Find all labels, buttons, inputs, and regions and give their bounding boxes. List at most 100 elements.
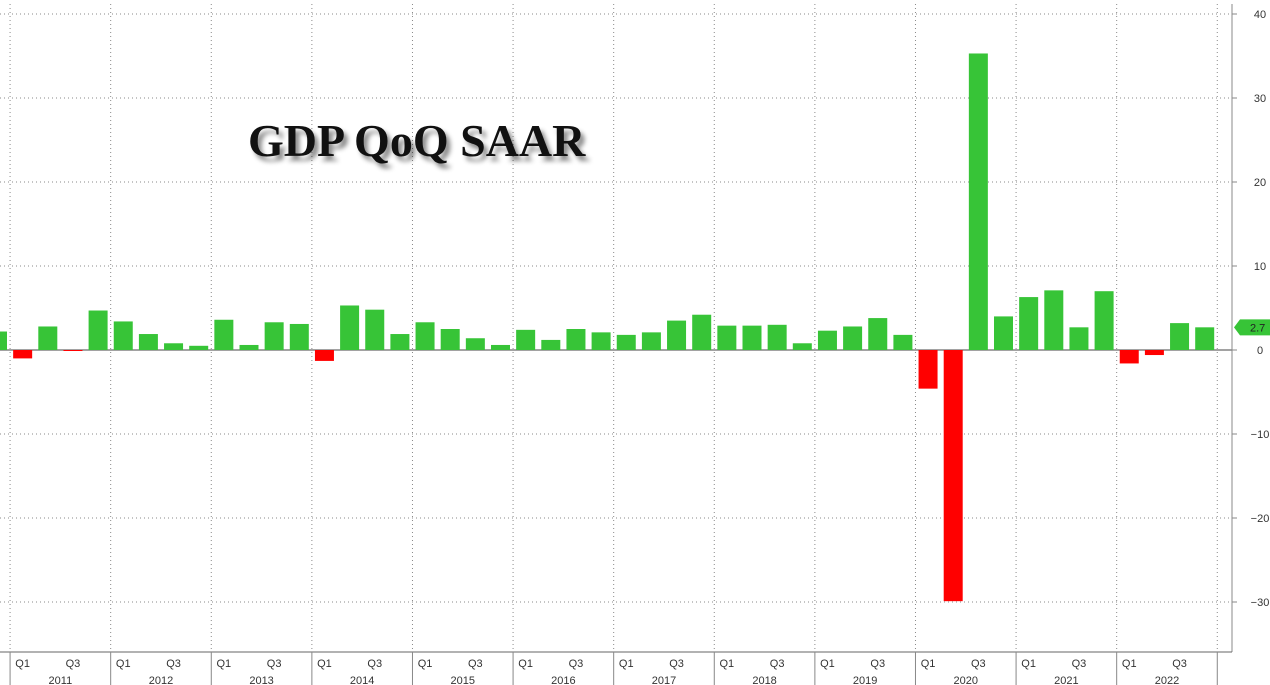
x-tick-label-quarter: Q3 [166,658,181,670]
y-tick-label: −30 [1251,597,1270,609]
bar [641,332,661,350]
bar [692,314,712,350]
chart-title: GDP QoQ SAAR [248,115,586,166]
y-tick-label: 20 [1254,177,1266,189]
grid-layer [0,4,1232,652]
x-tick-label-quarter: Q3 [267,658,282,670]
axis-layer: −30 −20 −10 0 10 20 30 40 2.7 Q1 Q3 2011 Q1 Q3 2012 Q1 Q… [0,4,1270,685]
x-tick-label-quarter: Q3 [1072,658,1087,670]
x-tick-label-year: 2020 [954,675,978,685]
x-tick-label-quarter: Q1 [518,658,533,670]
x-tick-label-year: 2021 [1054,675,1078,685]
bar [440,329,460,350]
x-tick-label-quarter: Q1 [217,658,232,670]
x-tick-label-quarter: Q1 [619,658,634,670]
x-tick-label-quarter: Q3 [468,658,483,670]
x-tick-label-year: 2022 [1155,675,1179,685]
x-tick-label-year: 2019 [853,675,877,685]
x-tick-label-quarter: Q1 [921,658,936,670]
bar [843,326,863,350]
last-value-badge [1234,319,1270,336]
bar [164,343,184,350]
bar [968,53,988,350]
y-tick-label: 10 [1254,261,1266,273]
x-tick-label-year: 2014 [350,675,374,685]
bar [38,326,58,350]
bar [541,339,561,350]
bar [314,350,334,361]
x-tick-label-quarter: Q3 [770,658,785,670]
bar [616,334,636,350]
bar [1094,291,1114,350]
x-tick-label-quarter: Q1 [418,658,433,670]
bar [792,343,812,350]
bar [88,310,108,350]
bar [591,332,611,350]
x-tick-label-quarter: Q3 [66,658,81,670]
bar [365,309,385,350]
bar [566,329,586,350]
bar [1119,350,1139,364]
x-tick-label-quarter: Q1 [720,658,735,670]
y-tick-label: −10 [1251,429,1270,441]
bar [189,345,209,350]
x-tick-label-year: 2016 [551,675,575,685]
bar [1069,327,1089,350]
y-tick-label: 0 [1257,345,1263,357]
bar [994,316,1013,350]
bar [465,338,485,350]
bar [893,334,913,350]
bar [1044,290,1064,350]
x-tick-label-year: 2015 [451,675,475,685]
bar [0,331,7,350]
bar [13,350,33,359]
y-tick-label: 30 [1254,93,1266,105]
bar [717,325,737,350]
bar [1019,297,1039,350]
x-tick-label-quarter: Q1 [1122,658,1137,670]
bar [817,330,837,350]
bar [239,344,259,350]
x-tick-label-quarter: Q1 [116,658,131,670]
x-tick-label-year: 2018 [752,675,776,685]
bar [943,350,963,602]
bar [113,321,133,350]
x-tick-label-quarter: Q1 [317,658,332,670]
y-tick-label: −20 [1251,513,1270,525]
x-tick-label-quarter: Q3 [971,658,986,670]
bar [767,324,787,350]
x-tick-label-year: 2013 [249,675,273,685]
x-tick-label-quarter: Q1 [1021,658,1036,670]
bar [1195,327,1215,350]
bar [289,323,309,350]
x-tick-label-quarter: Q3 [669,658,684,670]
bar [214,319,234,350]
bar [742,325,762,350]
x-tick-label-quarter: Q3 [870,658,885,670]
x-tick-label-quarter: Q3 [1172,658,1187,670]
bar [340,305,360,350]
bar [138,334,158,350]
x-tick-label-quarter: Q3 [569,658,584,670]
bars-layer [0,53,1215,602]
bar [918,350,938,389]
y-tick-label: 40 [1254,9,1266,21]
bar [1170,323,1190,350]
bar [1144,350,1164,356]
bar [868,318,888,350]
last-value-label: 2.7 [1250,322,1265,334]
x-tick-label-year: 2012 [149,675,173,685]
x-tick-label-year: 2011 [49,675,73,685]
x-tick-label-quarter: Q1 [15,658,30,670]
x-tick-label-year: 2017 [652,675,676,685]
bar [63,350,83,351]
bar [516,329,536,350]
bar [390,334,410,350]
bar [415,322,435,350]
x-tick-label-quarter: Q3 [367,658,382,670]
bar [264,322,284,350]
bar [491,344,510,350]
x-tick-label-quarter: Q1 [820,658,835,670]
bar [667,320,687,350]
